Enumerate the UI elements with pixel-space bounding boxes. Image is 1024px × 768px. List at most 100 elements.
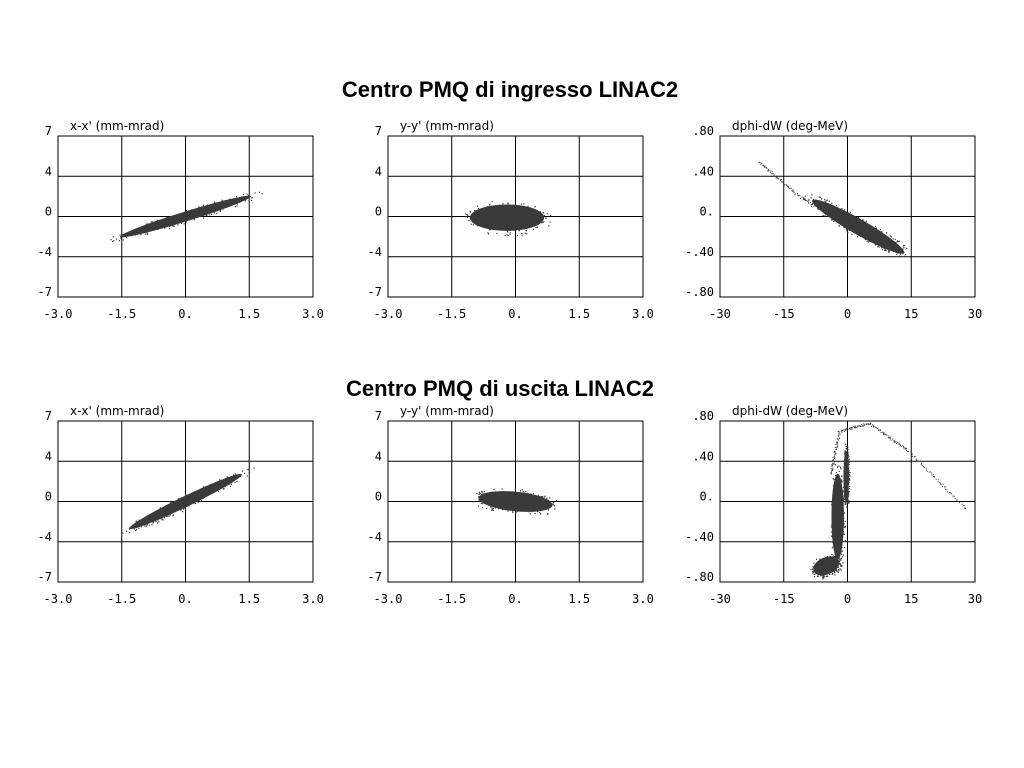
particle bbox=[521, 220, 524, 222]
particle bbox=[486, 497, 488, 499]
y-tick-label: 4 bbox=[45, 164, 52, 178]
particle bbox=[840, 210, 842, 212]
y-tick-label: -7 bbox=[38, 285, 52, 299]
particle bbox=[216, 204, 218, 206]
particle bbox=[832, 540, 835, 542]
particle bbox=[504, 497, 506, 499]
particle bbox=[533, 228, 535, 230]
particle bbox=[839, 211, 841, 213]
particle bbox=[837, 503, 839, 505]
particle bbox=[118, 240, 120, 242]
particle bbox=[199, 211, 202, 213]
particle bbox=[169, 514, 171, 516]
particle bbox=[846, 467, 848, 469]
particle bbox=[200, 209, 202, 211]
particle bbox=[804, 199, 806, 200]
particle bbox=[174, 504, 177, 506]
particle bbox=[494, 214, 496, 216]
particle bbox=[195, 493, 197, 495]
particle bbox=[167, 218, 169, 220]
particle bbox=[188, 495, 190, 497]
particle bbox=[826, 212, 828, 214]
particle bbox=[518, 509, 520, 511]
particle bbox=[198, 492, 200, 494]
particle bbox=[911, 454, 913, 456]
particle bbox=[819, 568, 821, 570]
particle bbox=[860, 233, 862, 235]
particle bbox=[857, 233, 859, 234]
particle bbox=[478, 491, 480, 493]
particle bbox=[822, 576, 824, 578]
particle bbox=[244, 472, 246, 474]
particle bbox=[818, 567, 820, 569]
particle bbox=[540, 504, 543, 506]
particle bbox=[161, 516, 163, 518]
particle bbox=[828, 566, 830, 568]
particle bbox=[820, 563, 822, 565]
particle bbox=[503, 224, 505, 226]
particle bbox=[840, 505, 842, 507]
particle bbox=[480, 493, 483, 495]
particle bbox=[537, 218, 539, 220]
particle bbox=[896, 241, 898, 243]
particle bbox=[904, 254, 907, 256]
particle bbox=[900, 255, 902, 257]
particle bbox=[854, 219, 856, 221]
particle bbox=[494, 507, 496, 509]
particle bbox=[830, 468, 832, 470]
particle bbox=[764, 167, 766, 168]
particle bbox=[197, 494, 199, 496]
particle bbox=[476, 205, 479, 207]
particle bbox=[493, 497, 495, 499]
particle bbox=[869, 228, 871, 230]
particle bbox=[841, 495, 843, 497]
particle bbox=[840, 508, 843, 510]
particle bbox=[234, 206, 236, 208]
particle bbox=[838, 489, 840, 491]
particle bbox=[481, 507, 483, 509]
particle bbox=[812, 198, 814, 201]
particle bbox=[841, 496, 843, 498]
particle bbox=[528, 500, 531, 502]
particle bbox=[838, 528, 840, 530]
particle bbox=[873, 232, 875, 234]
particle bbox=[122, 239, 124, 241]
particle bbox=[511, 209, 513, 211]
particle bbox=[505, 495, 507, 497]
particle bbox=[934, 476, 936, 478]
particle bbox=[836, 478, 838, 480]
particle bbox=[841, 516, 843, 518]
particle bbox=[838, 561, 840, 563]
particle bbox=[164, 514, 166, 516]
particle bbox=[827, 213, 829, 215]
particle bbox=[926, 469, 927, 471]
particle bbox=[468, 220, 470, 222]
particle bbox=[120, 237, 122, 239]
particle bbox=[165, 224, 167, 227]
particle bbox=[502, 219, 504, 221]
particle bbox=[771, 173, 773, 175]
particle bbox=[835, 501, 837, 503]
particle bbox=[152, 221, 154, 223]
particle bbox=[834, 454, 836, 456]
particle bbox=[839, 217, 841, 219]
particle bbox=[832, 528, 835, 530]
particle bbox=[890, 439, 892, 441]
particle bbox=[954, 497, 956, 499]
particle bbox=[851, 225, 854, 228]
particle bbox=[855, 222, 857, 224]
particle bbox=[488, 495, 490, 497]
particle bbox=[218, 204, 220, 206]
particle bbox=[848, 229, 850, 231]
particle bbox=[825, 573, 827, 575]
particle bbox=[818, 207, 819, 209]
y-tick-label: 0 bbox=[375, 490, 382, 504]
particle bbox=[162, 512, 164, 514]
particle bbox=[159, 227, 161, 229]
particle bbox=[845, 221, 847, 223]
particle bbox=[847, 452, 849, 454]
particle bbox=[839, 526, 841, 528]
particle bbox=[233, 475, 235, 477]
particle bbox=[793, 191, 795, 193]
particle bbox=[505, 228, 507, 230]
